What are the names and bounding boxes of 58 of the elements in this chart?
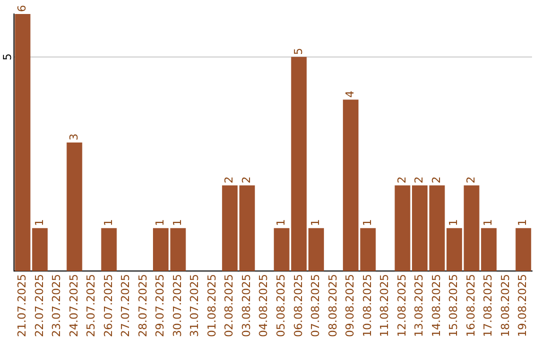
x-tick-label: 12.08.2025 — [395, 274, 408, 338]
bar — [516, 228, 532, 272]
data-label: 2 — [240, 176, 253, 184]
x-tick-label: 04.08.2025 — [257, 274, 270, 338]
x-tick-label: 25.07.2025 — [84, 274, 98, 338]
bar — [66, 142, 82, 272]
bar — [152, 228, 169, 272]
x-tick-label: 19.08.2025 — [516, 274, 530, 338]
data-label: 2 — [412, 176, 426, 184]
data-label: 1 — [170, 219, 184, 226]
data-label: 1 — [447, 219, 460, 226]
data-label: 3 — [67, 134, 80, 141]
x-tick-label: 31.07.2025 — [188, 274, 202, 338]
bar — [101, 228, 117, 272]
data-label: 2 — [222, 176, 236, 184]
data-label: 2 — [395, 176, 408, 184]
bar — [170, 228, 186, 272]
x-tick-label: 17.08.2025 — [482, 274, 495, 338]
x-tick-label: 23.07.2025 — [50, 274, 64, 338]
x-tick-label: 26.07.2025 — [102, 274, 115, 338]
x-tick-label: 30.07.2025 — [170, 274, 184, 338]
data-label: 5 — [292, 48, 305, 55]
bar — [239, 185, 255, 272]
x-tick-label: 02.08.2025 — [222, 274, 236, 338]
x-tick-label: 01.08.2025 — [205, 274, 218, 338]
x-tick-label: 21.07.2025 — [15, 274, 28, 338]
x-tick-label: 15.08.2025 — [447, 274, 460, 338]
x-tick-label: 28.07.2025 — [136, 274, 150, 338]
data-label: 2 — [464, 176, 478, 184]
data-label: 1 — [516, 219, 530, 226]
x-tick-label: 08.08.2025 — [326, 274, 340, 338]
x-tick-label: 05.08.2025 — [274, 274, 288, 338]
data-label: 1 — [274, 219, 288, 226]
data-label: 1 — [482, 219, 495, 226]
x-tick-label: 09.08.2025 — [344, 274, 357, 338]
data-label: 1 — [360, 219, 374, 226]
x-tick-label: 14.08.2025 — [430, 274, 443, 338]
x-tick-label: 22.07.2025 — [32, 274, 46, 338]
data-label: 4 — [344, 90, 357, 98]
x-tick-label: 11.08.2025 — [378, 274, 392, 338]
bar — [222, 185, 238, 272]
data-label: 2 — [430, 176, 443, 184]
x-tick-label: 24.07.2025 — [67, 274, 80, 338]
data-label: 6 — [15, 5, 28, 12]
x-tick-label: 29.07.2025 — [154, 274, 167, 338]
x-tick-label: 03.08.2025 — [240, 274, 253, 338]
data-label: 1 — [154, 219, 167, 226]
data-label: 1 — [309, 219, 322, 226]
x-tick-label: 06.08.2025 — [292, 274, 305, 338]
x-tick-label: 27.07.2025 — [119, 274, 132, 338]
x-tick-label: 10.08.2025 — [360, 274, 374, 338]
x-tick-label: 18.08.2025 — [498, 274, 512, 338]
x-tick-label: 16.08.2025 — [464, 274, 478, 338]
bar — [308, 228, 324, 272]
x-tick-label: 13.08.2025 — [412, 274, 426, 338]
x-tick-label: 07.08.2025 — [309, 274, 322, 338]
data-label: 1 — [102, 219, 115, 226]
data-label: 1 — [32, 219, 46, 226]
